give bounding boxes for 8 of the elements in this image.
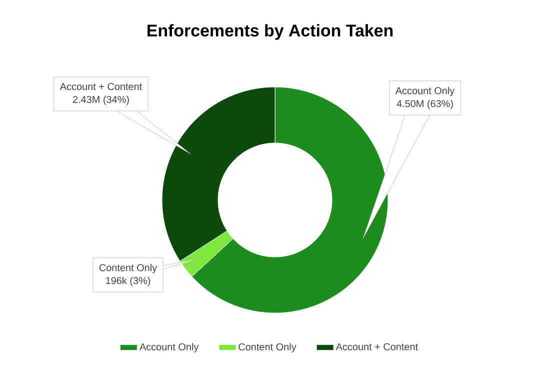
legend-label: Account + Content: [336, 343, 418, 350]
slice-label: Account + Content: [60, 83, 142, 90]
data-label: 4.50M (63%): [396, 100, 453, 110]
legend-label: Account Only: [139, 343, 199, 352]
slice-label: Account Only: [395, 86, 455, 96]
chart-title: Enforcements by Action Taken: [148, 24, 393, 40]
data-label: 196k (3%): [106, 276, 150, 286]
legend-label: Content Only: [238, 343, 296, 352]
